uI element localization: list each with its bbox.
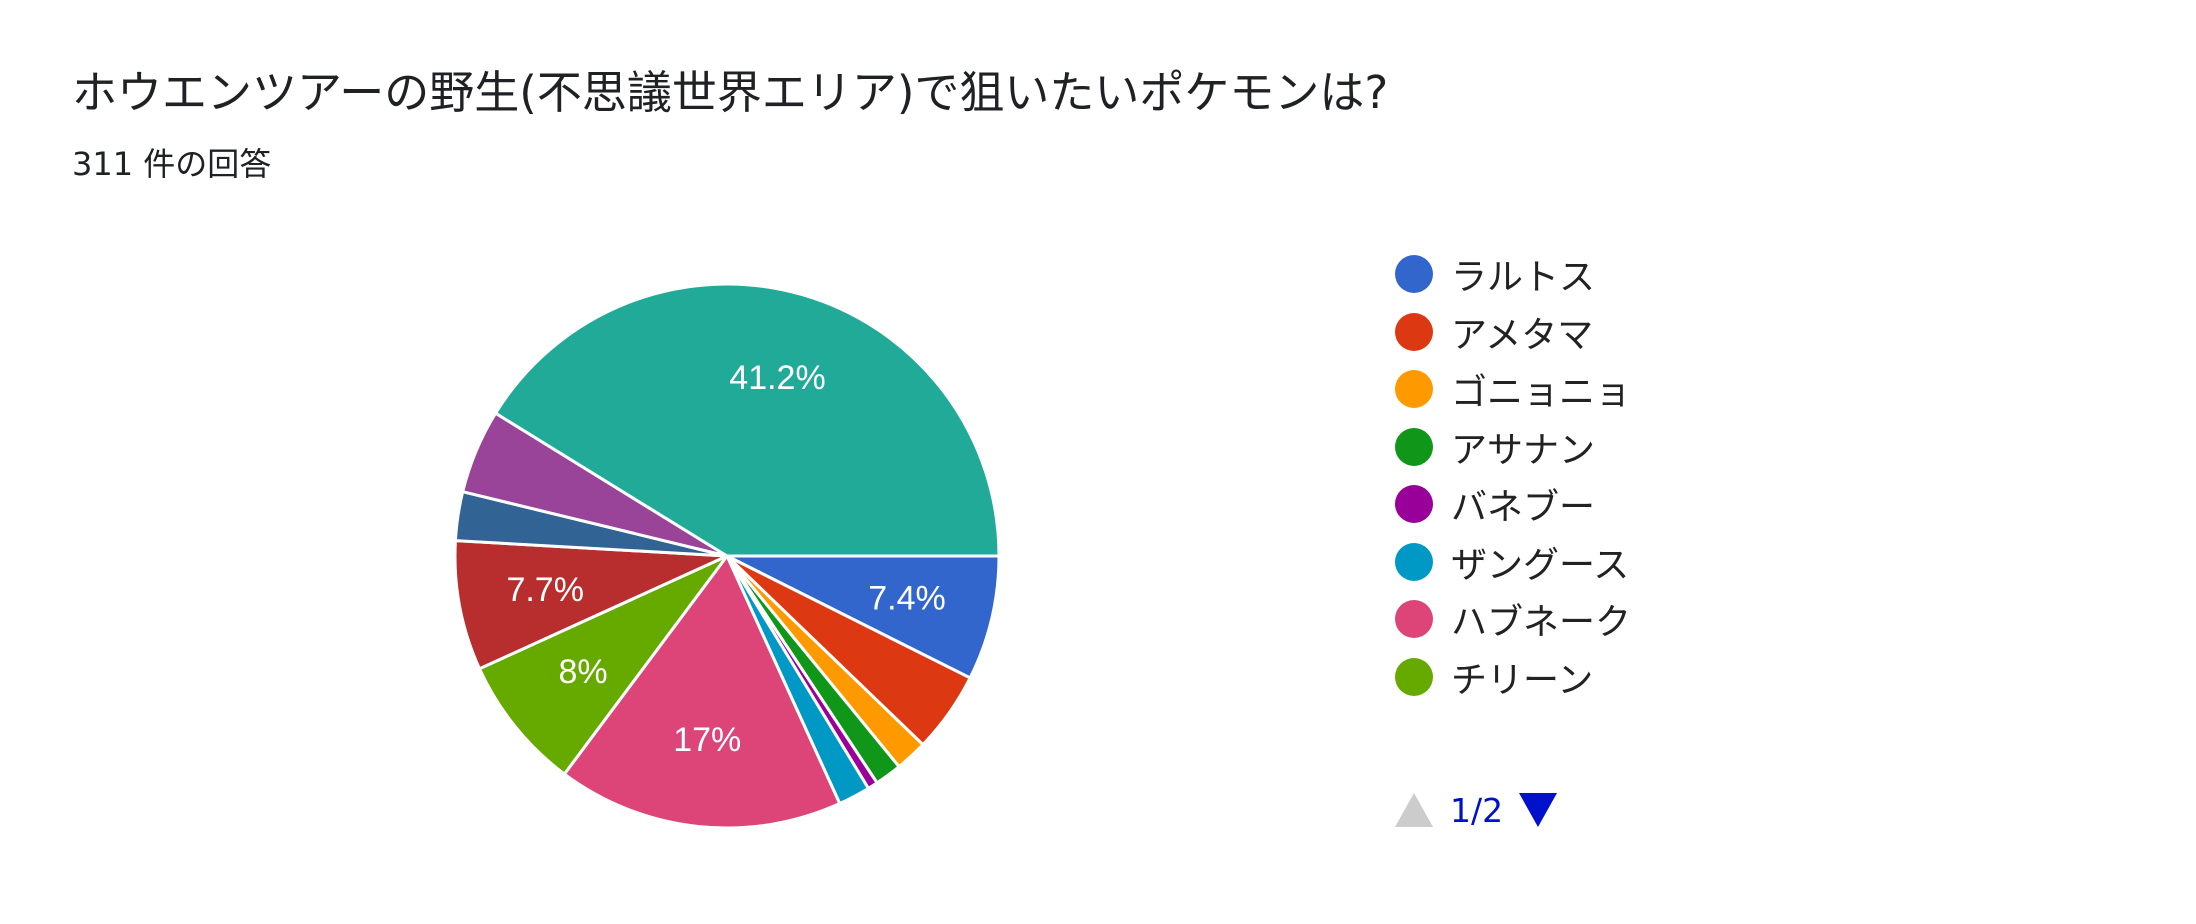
chart-title: ホウエンツアーの野生(不思議世界エリア)で狙いたいポケモンは? <box>72 66 1389 119</box>
pie-slice[interactable] <box>477 554 729 777</box>
page-indicator: 1/2 <box>1450 790 1504 830</box>
slice-percent-label: 7.7% <box>506 571 584 609</box>
next-page-icon[interactable] <box>1519 793 1558 827</box>
legend-label: ハブネーク <box>1451 602 1632 643</box>
legend-item[interactable]: ハブネーク <box>1395 599 1631 643</box>
legend-swatch <box>1395 312 1433 351</box>
slice-percent-label: 7.4% <box>868 580 946 618</box>
legend-swatch <box>1395 485 1433 523</box>
slice-percent-label: 41.2% <box>729 359 825 397</box>
legend-swatch <box>1395 255 1433 293</box>
pie-slice[interactable] <box>562 553 842 830</box>
legend-item[interactable]: バネブー <box>1395 484 1595 528</box>
pie-slice[interactable] <box>453 539 728 671</box>
legend-label: ラルトス <box>1451 257 1596 298</box>
legend-swatch <box>1395 542 1433 581</box>
legend-label: アサナン <box>1451 429 1596 471</box>
legend-swatch <box>1395 427 1433 466</box>
legend-item[interactable]: チリーン <box>1395 657 1593 701</box>
response-count: 311 件の回答 <box>72 145 272 183</box>
legend-label: バネブー <box>1451 487 1596 528</box>
legend-swatch <box>1395 600 1433 638</box>
legend-item[interactable]: ラルトス <box>1395 254 1595 298</box>
legend-swatch <box>1395 370 1433 408</box>
pie-slice[interactable] <box>726 554 1001 680</box>
previous-page-icon[interactable] <box>1395 793 1433 827</box>
legend-item[interactable]: アサナン <box>1395 427 1595 471</box>
legend-label: ゴニョニョ <box>1451 372 1632 413</box>
legend-label: アメタマ <box>1451 314 1594 356</box>
legend-item[interactable]: アメタマ <box>1395 312 1593 356</box>
legend-swatch <box>1395 657 1433 696</box>
legend-item[interactable]: ゴニョニョ <box>1395 369 1631 413</box>
slice-percent-label: 17% <box>673 721 741 759</box>
legend-label: ザングース <box>1451 544 1630 586</box>
pie-slice[interactable] <box>493 282 1001 558</box>
legend-pager: 1/2 <box>1395 787 1558 833</box>
legend-item[interactable]: ザングース <box>1395 542 1629 586</box>
slice-percent-label: 8% <box>558 653 607 691</box>
legend-label: チリーン <box>1451 659 1594 701</box>
